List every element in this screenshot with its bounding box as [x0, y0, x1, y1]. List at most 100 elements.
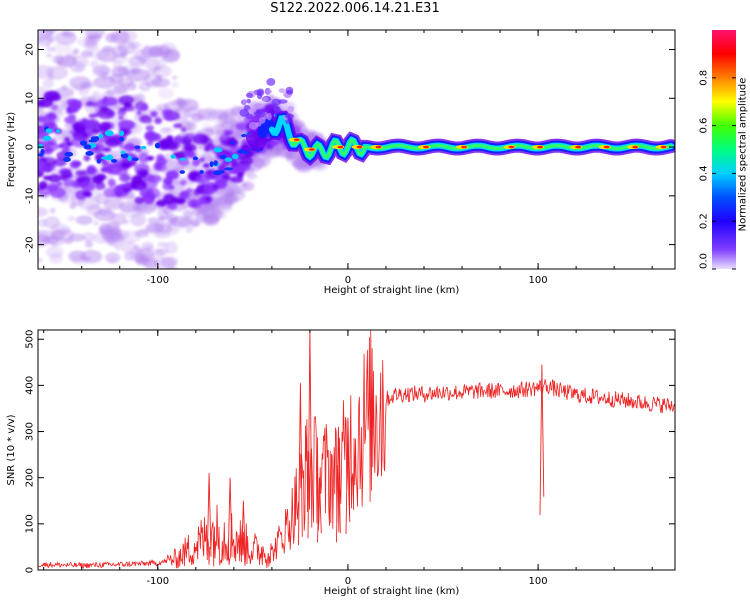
bump-spot: [266, 78, 276, 86]
spectrogram-y-tick-label: 20: [25, 43, 36, 56]
spectral-spot: [45, 128, 53, 134]
hot-spot-core: [308, 148, 315, 151]
spectral-spot: [79, 140, 88, 146]
hot-spot-core: [603, 145, 610, 149]
snr-y-tick-label: 400: [25, 376, 36, 395]
colorbar-tick-label: 0.8: [699, 70, 710, 86]
bump-spot: [273, 103, 278, 111]
snr-peak: [539, 364, 545, 516]
colorbar-tick-label: 0.4: [699, 165, 710, 181]
spectral-spot: [134, 145, 141, 149]
bump-spot: [277, 99, 288, 104]
snr-line-plot: [38, 330, 675, 570]
bump-spot: [254, 103, 263, 109]
snr-x-axis-label: Height of straight line (km): [324, 586, 460, 597]
bump-spot: [257, 110, 266, 118]
spectral-spot: [241, 134, 247, 138]
spectral-spot: [244, 150, 250, 155]
spectral-spot: [199, 170, 204, 174]
spectral-spot: [105, 154, 114, 161]
colorbar-tick-label: 0.0: [699, 253, 710, 269]
hot-spot-core: [632, 145, 639, 149]
snr-peak: [317, 477, 322, 543]
bump-spot: [286, 89, 294, 95]
snr-peak: [336, 426, 341, 543]
spectral-spot: [179, 170, 186, 174]
spectrogram-heatmap: [38, 30, 675, 269]
spectral-spot: [209, 161, 214, 168]
snr-peak: [345, 417, 351, 535]
snr-frame: [37, 329, 676, 571]
snr-y-tick-label: 300: [25, 422, 36, 441]
spectrogram-frame: [37, 29, 676, 270]
hot-spot-core: [293, 138, 300, 142]
hot-spot-core: [660, 145, 667, 149]
hot-spot-core: [537, 145, 544, 149]
spectral-spot: [42, 135, 52, 141]
bump-spot: [255, 122, 262, 127]
spectral-spot: [237, 149, 247, 154]
spectral-spot: [40, 148, 45, 155]
spectral-spot: [120, 150, 126, 155]
bump-spot: [287, 105, 295, 113]
bump-spot: [284, 113, 294, 119]
snr-series-line: [38, 330, 675, 570]
bump-spot: [265, 89, 272, 94]
spectral-spot: [192, 156, 199, 161]
snr-y-tick-label: 500: [25, 330, 36, 349]
spectral-spot: [85, 150, 94, 156]
spectrogram-y-tick-label: -10: [25, 188, 36, 204]
bump-spot: [246, 98, 251, 104]
hot-spot-core: [461, 145, 468, 149]
snr-x-tick-label: 0: [345, 576, 351, 587]
colorbar: [712, 30, 736, 269]
spectrogram-y-tick-label: -20: [25, 236, 36, 252]
spectrogram-x-axis-label: Height of straight line (km): [324, 285, 460, 296]
hot-spot-core: [423, 145, 430, 149]
colorbar-label: Normalized spectral amplitude: [738, 78, 749, 232]
snr-peak: [298, 383, 303, 546]
snr-y-tick-label: 200: [25, 468, 36, 487]
spectral-spot: [98, 133, 104, 139]
spectral-spot: [231, 153, 239, 160]
bump-spot: [245, 92, 254, 98]
bump-spot: [256, 88, 265, 97]
spectral-spot: [224, 167, 233, 171]
spectrogram-y-axis-label: Frequency (Hz): [6, 112, 17, 188]
snr-y-axis-label: SNR (10 * v/v): [6, 414, 17, 485]
hot-spot-core: [508, 145, 515, 149]
spectrogram-y-tick-label: 10: [25, 92, 36, 105]
spectral-spot: [213, 147, 223, 153]
snr-peak: [241, 500, 246, 563]
snr-y-tick-label: 0: [25, 567, 36, 573]
spectral-spot: [64, 151, 74, 157]
noise-speckles: [38, 30, 332, 269]
hot-spot-core: [337, 145, 344, 149]
spectrogram-x-tick-label: 100: [529, 275, 548, 286]
spectral-spot: [119, 136, 125, 142]
spectral-spot: [63, 156, 71, 163]
spectral-spot: [179, 157, 187, 161]
bump-spot: [242, 98, 247, 106]
spectral-spot: [56, 129, 61, 133]
spectral-spot: [230, 141, 235, 145]
spectral-spot: [219, 169, 225, 174]
snr-x-tick-label: 100: [529, 576, 548, 587]
spectral-spot: [127, 155, 132, 161]
spectrogram-x-tick-label: -100: [146, 275, 169, 286]
spectral-spot: [119, 130, 125, 137]
snr-x-tick-label: -100: [146, 576, 169, 587]
spectrogram-x-tick-label: 0: [345, 275, 351, 286]
bump-spot: [262, 97, 269, 102]
colorbar-tick-label: 0.2: [699, 213, 710, 229]
spectral-spot: [96, 158, 101, 164]
bump-spot: [266, 112, 272, 121]
snr-peak: [307, 330, 313, 539]
bump-spot: [278, 88, 286, 93]
hot-spot-core: [375, 145, 382, 149]
bump-spot: [247, 108, 257, 114]
figure-title: S122.2022.006.14.21.E31: [270, 1, 440, 16]
